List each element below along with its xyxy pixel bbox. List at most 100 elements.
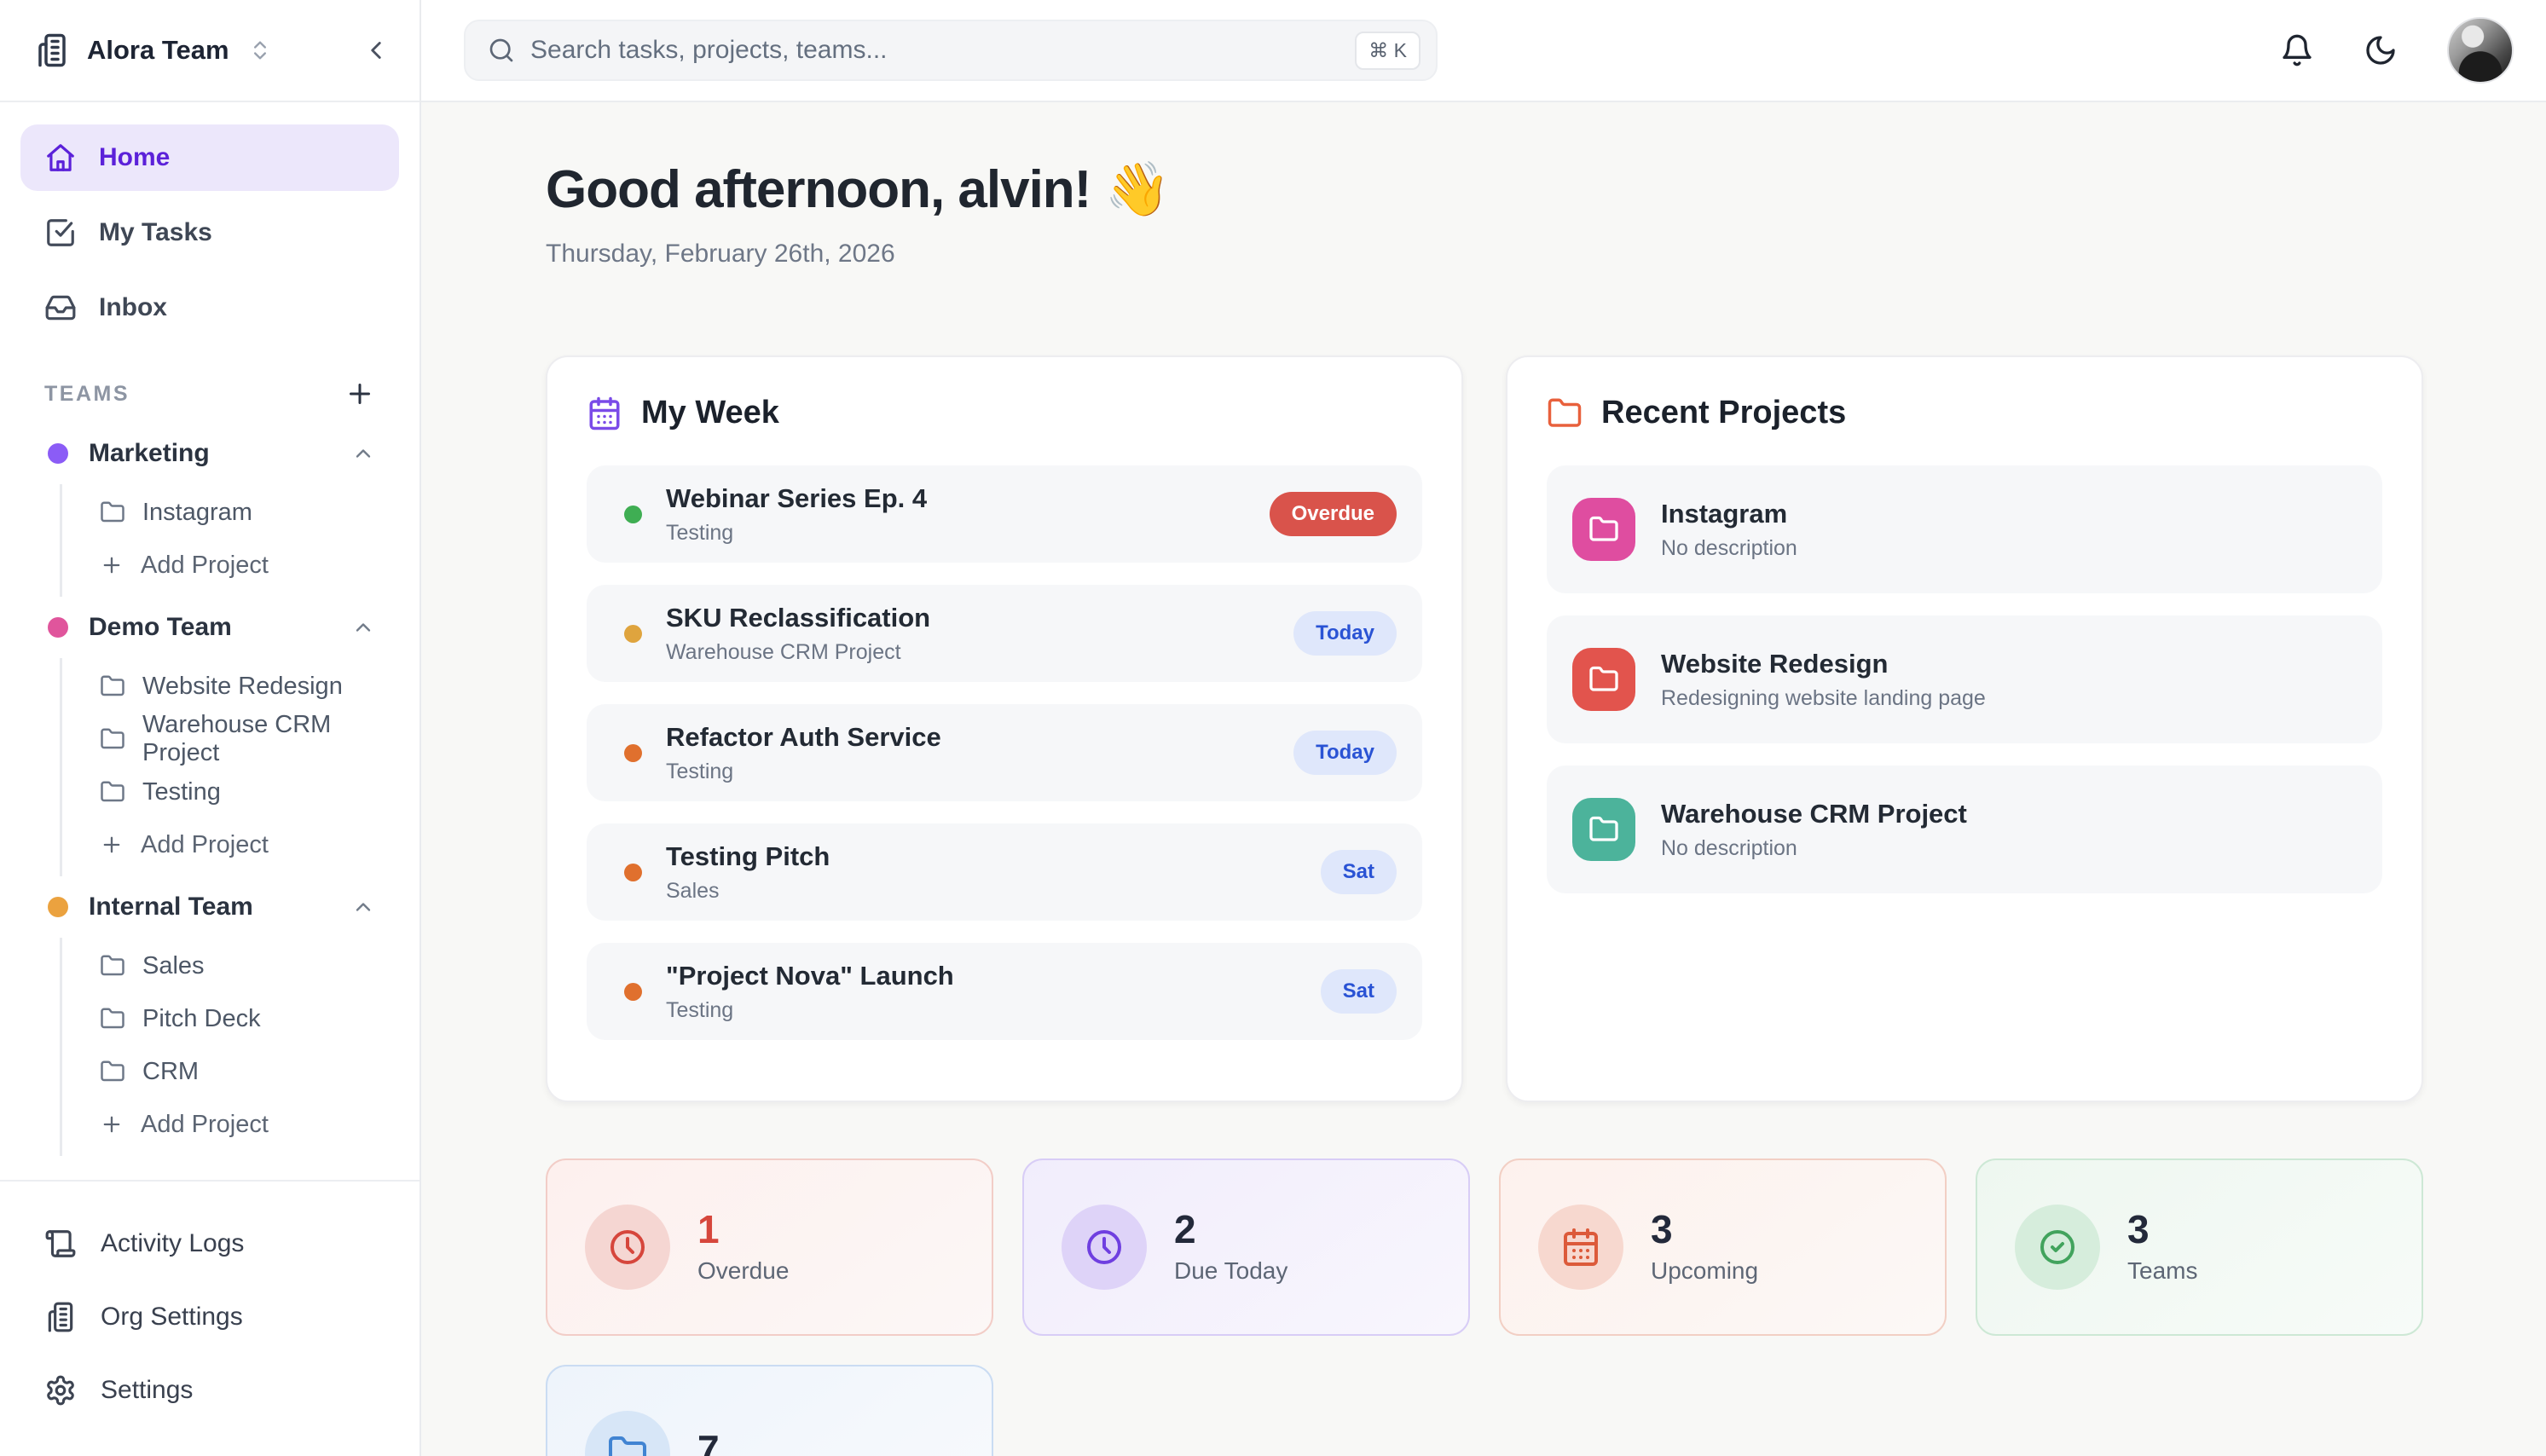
teams-list: Marketing Instagram Add Project Demo Team We… <box>20 423 399 1156</box>
task-text: "Project Nova" Launch Testing <box>666 961 954 1023</box>
team-row-marketing[interactable]: Marketing <box>20 423 399 484</box>
stat-value: 1 <box>697 1207 720 1251</box>
topbar-actions <box>2280 17 2514 84</box>
stat-card-upcoming: 3 Upcoming <box>1499 1158 1947 1336</box>
notifications-bell-icon[interactable] <box>2280 33 2314 67</box>
sidebar-item-org-settings[interactable]: Org Settings <box>24 1280 396 1354</box>
folder-icon <box>100 673 125 699</box>
task-project: Testing <box>666 520 734 545</box>
sidebar-item-my-tasks[interactable]: My Tasks <box>20 199 399 266</box>
add-project-label: Add Project <box>141 830 269 858</box>
topbar: ⌘ K <box>421 0 2546 102</box>
stat-value: 7 <box>697 1427 720 1456</box>
task-row[interactable]: "Project Nova" Launch Testing Sat <box>587 943 1422 1040</box>
add-team-button[interactable] <box>344 378 375 409</box>
project-row[interactable]: Instagram No description <box>1547 465 2382 593</box>
folder-icon <box>100 500 125 525</box>
project-name: Sales <box>142 951 205 979</box>
my-week-header: My Week <box>587 395 1422 431</box>
team-row-demo-team[interactable]: Demo Team <box>20 597 399 658</box>
team-color-dot <box>48 897 68 917</box>
search-icon <box>488 37 515 64</box>
project-name: Instagram <box>142 498 252 526</box>
sidebar-collapse-button[interactable] <box>362 36 391 65</box>
folder-icon <box>100 953 125 979</box>
project-name: Instagram <box>1661 498 1788 529</box>
task-row[interactable]: Refactor Auth Service Testing Today <box>587 704 1422 801</box>
chevron-up-icon[interactable] <box>351 895 375 919</box>
recent-projects-title: Recent Projects <box>1601 395 1847 430</box>
sidebar-scroll: Home My Tasks Inbox TEAMS Marketing Instagr… <box>0 102 420 1180</box>
calendar-icon <box>587 396 622 431</box>
recent-projects-card: Recent Projects Instagram No description W… <box>1506 355 2423 1102</box>
task-list: Webinar Series Ep. 4 Testing Overdue SKU Re… <box>587 465 1422 1040</box>
task-title: Testing Pitch <box>666 841 830 871</box>
check-circle-icon <box>2015 1205 2100 1290</box>
project-name: CRM <box>142 1057 200 1085</box>
calendar-icon <box>1538 1205 1623 1290</box>
add-project-button[interactable]: Add Project <box>62 539 399 592</box>
stat-value: 2 <box>1174 1207 1196 1251</box>
task-status-dot <box>624 743 642 762</box>
sidebar-project-instagram[interactable]: Instagram <box>62 486 399 539</box>
project-row[interactable]: Warehouse CRM Project No description <box>1547 766 2382 893</box>
chevron-up-icon[interactable] <box>351 442 375 465</box>
team-color-dot <box>48 443 68 464</box>
sidebar-item-home[interactable]: Home <box>20 124 399 191</box>
task-due-badge: Today <box>1293 611 1397 656</box>
project-description: No description <box>1661 835 1797 860</box>
project-row[interactable]: Website Redesign Redesigning website land… <box>1547 615 2382 743</box>
task-title: SKU Reclassification <box>666 602 931 633</box>
chevrons-up-down-icon[interactable] <box>248 38 272 62</box>
task-row[interactable]: SKU Reclassification Warehouse CRM Projec… <box>587 585 1422 682</box>
task-due-badge: Sat <box>1320 850 1397 894</box>
task-due-badge: Overdue <box>1269 492 1397 536</box>
team-name: Internal Team <box>89 893 253 921</box>
search-box[interactable]: ⌘ K <box>464 20 1438 81</box>
task-text: Testing Pitch Sales <box>666 841 830 904</box>
project-text: Website Redesign Redesigning website land… <box>1661 649 1986 711</box>
task-status-dot <box>624 863 642 881</box>
project-description: No description <box>1661 535 1797 560</box>
scroll-icon <box>44 1228 77 1260</box>
team-projects: Sales Pitch Deck CRM Add Project <box>60 938 399 1156</box>
add-project-button[interactable]: Add Project <box>62 1098 399 1151</box>
stat-value: 3 <box>1651 1207 1673 1251</box>
sidebar-project-warehouse-crm-project[interactable]: Warehouse CRM Project <box>62 711 399 766</box>
plus-icon <box>100 833 124 857</box>
dark-mode-moon-icon[interactable] <box>2364 33 2398 67</box>
current-date: Thursday, February 26th, 2026 <box>546 240 895 268</box>
gear-icon <box>44 1374 77 1407</box>
sidebar-project-crm[interactable]: CRM <box>62 1045 399 1098</box>
folder-icon <box>100 1006 125 1031</box>
inbox-icon <box>44 292 77 324</box>
sidebar-item-label: My Tasks <box>99 218 212 246</box>
sidebar-item-settings[interactable]: Settings <box>24 1354 396 1427</box>
sidebar-project-testing[interactable]: Testing <box>62 766 399 818</box>
team-name: Marketing <box>89 439 210 467</box>
project-text: Instagram No description <box>1661 499 1797 561</box>
sidebar-project-pitch-deck[interactable]: Pitch Deck <box>62 992 399 1045</box>
sidebar: Alora Team Home My Tasks Inbox TEAMS Marke… <box>0 0 421 1456</box>
sidebar-item-inbox[interactable]: Inbox <box>20 274 399 341</box>
task-row[interactable]: Testing Pitch Sales Sat <box>587 823 1422 921</box>
add-project-button[interactable]: Add Project <box>62 818 399 871</box>
chevron-up-icon[interactable] <box>351 615 375 639</box>
project-name: Website Redesign <box>1661 648 1889 679</box>
task-row[interactable]: Webinar Series Ep. 4 Testing Overdue <box>587 465 1422 563</box>
stat-value: 3 <box>2127 1207 2150 1251</box>
team-color-dot <box>48 617 68 638</box>
search-input[interactable] <box>530 36 1340 65</box>
stat-text: 1 Overdue <box>697 1210 789 1285</box>
sidebar-item-activity-logs[interactable]: Activity Logs <box>24 1207 396 1280</box>
team-row-internal-team[interactable]: Internal Team <box>20 876 399 938</box>
user-avatar[interactable] <box>2447 17 2514 84</box>
task-status-dot <box>624 624 642 643</box>
stat-card-teams: 3 Teams <box>1976 1158 2423 1336</box>
stat-label: Due Today <box>1174 1257 1288 1284</box>
sidebar-project-sales[interactable]: Sales <box>62 939 399 992</box>
sidebar-project-website-redesign[interactable]: Website Redesign <box>62 660 399 713</box>
sidebar-item-label: Activity Logs <box>101 1229 245 1257</box>
add-project-label: Add Project <box>141 551 269 579</box>
stat-card-due-today: 2 Due Today <box>1022 1158 1470 1336</box>
